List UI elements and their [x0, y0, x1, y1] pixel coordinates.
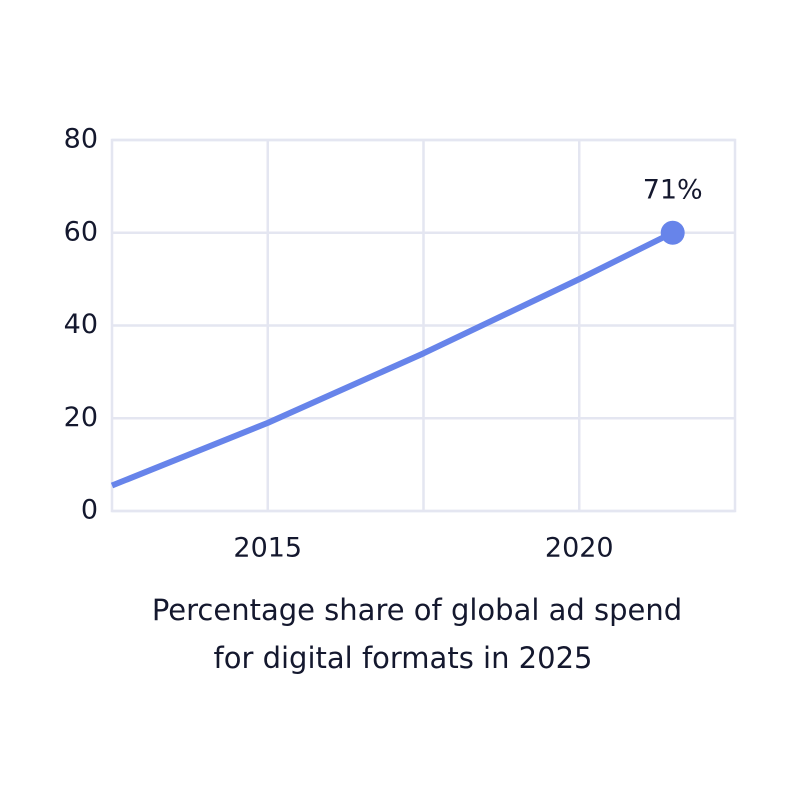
y-tick-label: 80 [64, 124, 98, 155]
y-tick-label: 0 [81, 495, 98, 526]
line [110, 230, 675, 489]
y-tick-label: 60 [64, 216, 98, 247]
chart-title: Percentage share of global ad spend [152, 593, 682, 627]
chart-title: for digital formats in 2025 [214, 641, 593, 675]
end-point [660, 220, 685, 245]
y-tick-label: 20 [64, 402, 98, 433]
annotation: 71% [643, 174, 703, 205]
x-tick-label: 2020 [545, 533, 614, 564]
x-tick-label: 2015 [233, 533, 302, 564]
y-tick-label: 40 [64, 309, 98, 340]
